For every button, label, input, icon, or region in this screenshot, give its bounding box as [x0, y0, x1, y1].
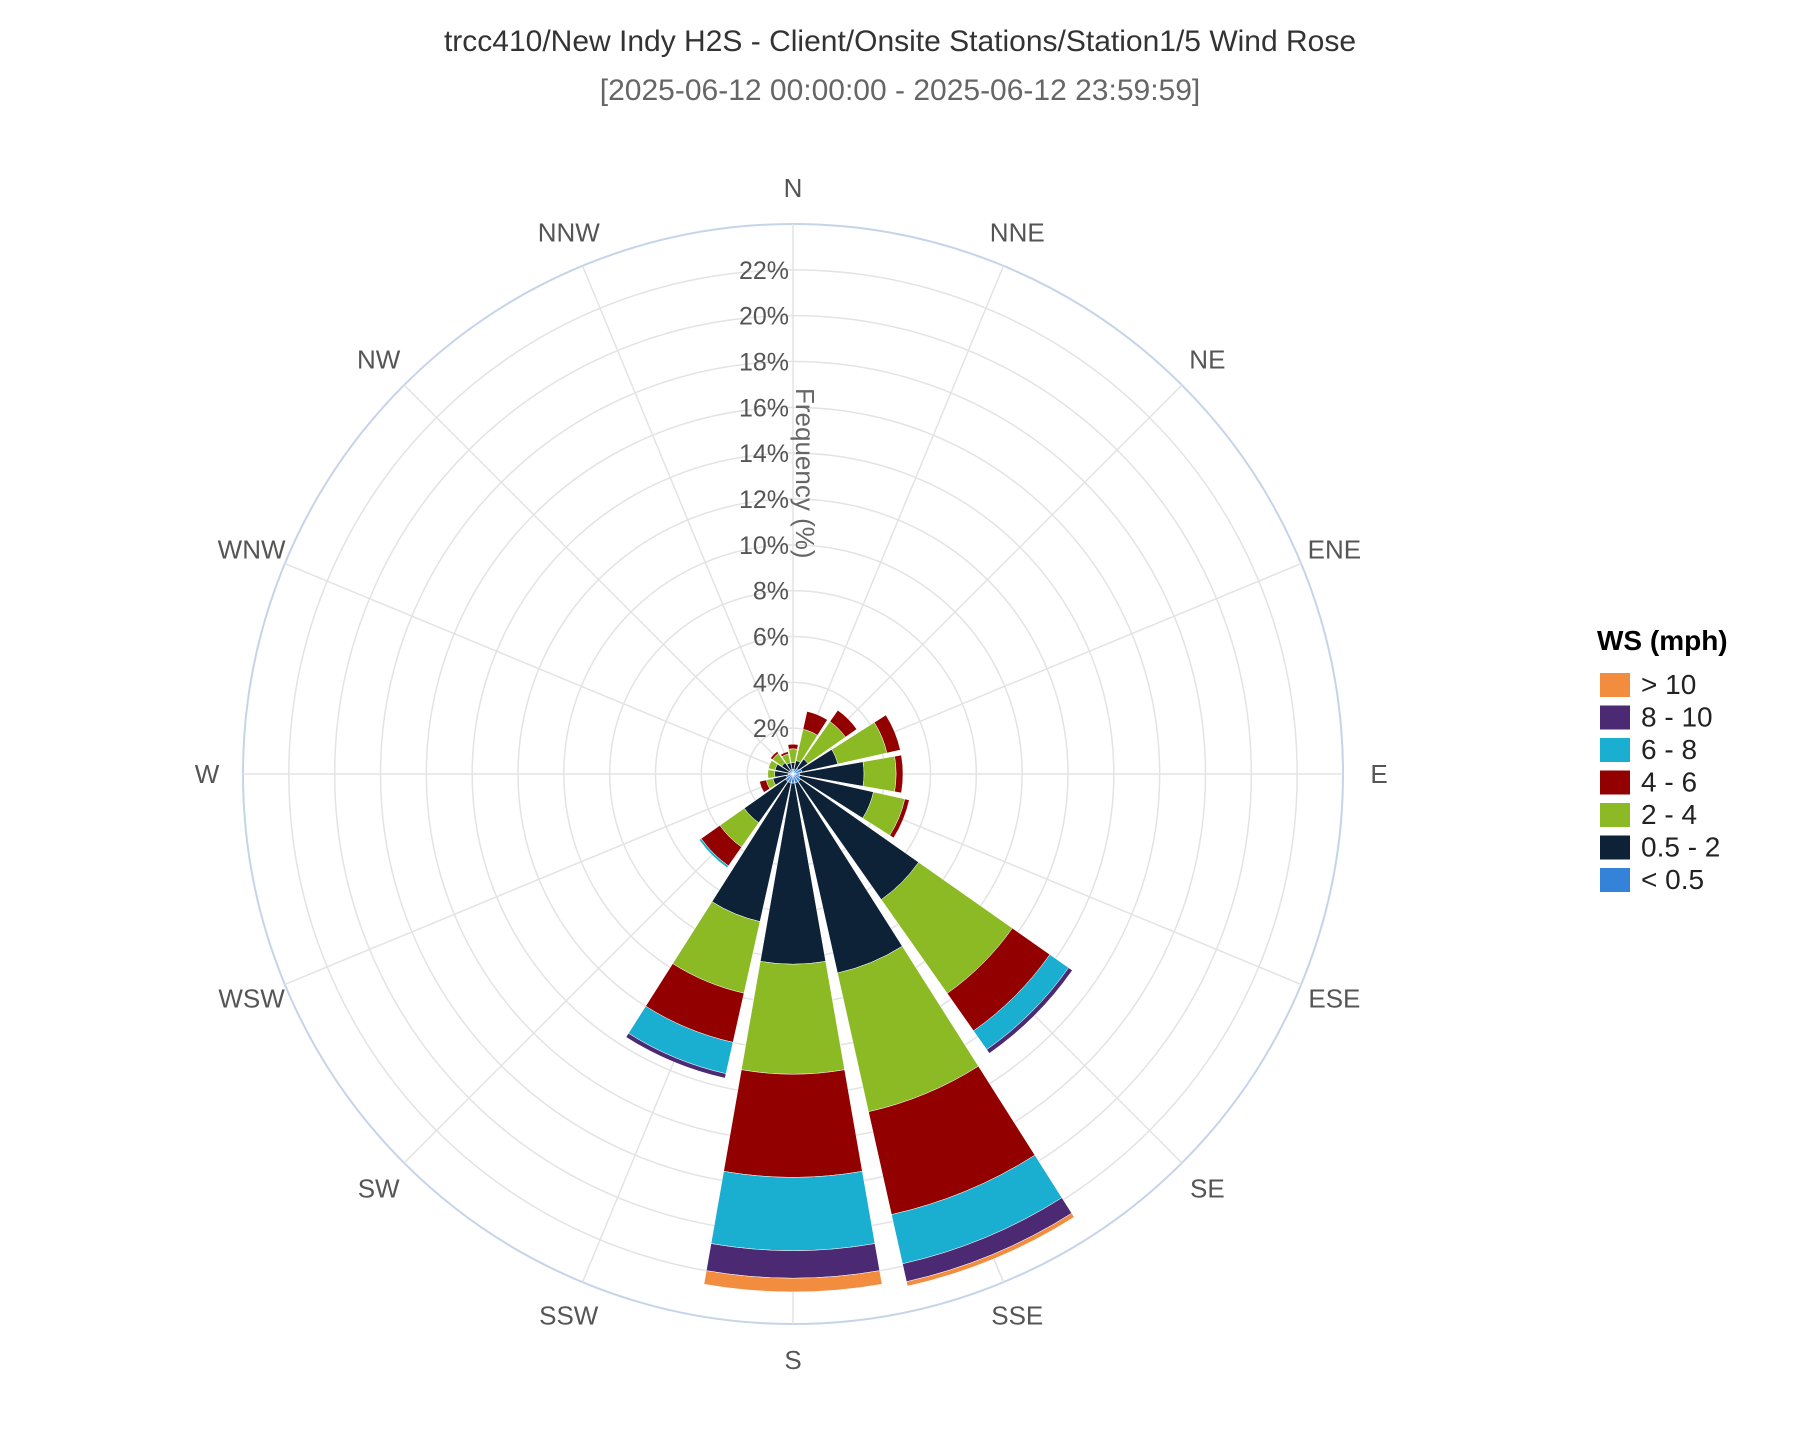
radial-tick-label: 12% [739, 486, 789, 514]
direction-label-ese: ESE [1308, 983, 1360, 1013]
direction-label-ne: NE [1189, 345, 1225, 375]
legend-item-label: 0.5 - 2 [1641, 832, 1720, 863]
grid-spoke [403, 384, 794, 775]
bar-segment-sw-4 [698, 838, 729, 869]
direction-label-w: W [195, 759, 220, 789]
radial-tick-label: 8% [753, 578, 789, 606]
grid-spoke [284, 773, 794, 986]
bar-segment-s-2 [741, 961, 845, 1075]
bar-segment-wnw-2 [768, 760, 778, 771]
bar-segment-nne-3 [802, 711, 828, 736]
bar-segment-nw-3 [770, 751, 779, 760]
chart-title: trcc410/New Indy H2S - Client/Onsite Sta… [444, 25, 1356, 58]
bar-segment-s-4 [710, 1171, 876, 1251]
direction-label-e: E [1370, 759, 1387, 789]
bar-segment-wsw-3 [759, 779, 771, 793]
bar-segment-ene-3 [873, 714, 901, 754]
direction-label-nnw: NNW [538, 218, 601, 248]
radial-tick-label: 10% [739, 532, 789, 560]
direction-label-sse: SSE [991, 1300, 1043, 1330]
radial-tick-label: 14% [739, 440, 789, 468]
direction-label-n: N [784, 173, 803, 203]
radial-tick-label: 2% [753, 715, 789, 743]
legend-swatch [1600, 705, 1630, 730]
radial-tick-label: 20% [739, 303, 789, 331]
radial-tick-label: 4% [753, 669, 789, 697]
bar-segment-se-5 [986, 967, 1073, 1054]
bar-segment-nnw-3 [780, 751, 789, 757]
direction-label-sw: SW [358, 1173, 400, 1203]
bar-segment-w-2 [767, 769, 776, 779]
bar-segment-ese-3 [889, 798, 910, 839]
legend-item-label: > 10 [1641, 669, 1696, 700]
grid-spoke [792, 265, 1005, 775]
legend-swatch [1600, 868, 1630, 892]
direction-label-s: S [784, 1345, 801, 1375]
legend-title: WS (mph) [1597, 625, 1728, 656]
grid-spoke [284, 562, 794, 775]
direction-label-se: SE [1190, 1173, 1225, 1203]
bar-segment-s-3 [723, 1069, 863, 1178]
legend-swatch [1600, 835, 1630, 860]
bar-segment-n-3 [787, 743, 799, 750]
chart-subtitle: [2025-06-12 00:00:00 - 2025-06-12 23:59:… [600, 74, 1200, 107]
bar-segment-ssw-5 [625, 1032, 727, 1079]
direction-label-nne: NNE [990, 218, 1045, 248]
bar-segment-e-3 [894, 754, 904, 794]
legend-item-label: < 0.5 [1641, 864, 1704, 895]
legend-item-label: 8 - 10 [1641, 702, 1713, 733]
bar-segment-e-2 [862, 755, 897, 793]
legend-swatch [1600, 673, 1630, 697]
legend-item-label: 4 - 6 [1641, 767, 1697, 798]
bar-segment-sse-6 [906, 1212, 1075, 1287]
bar-segment-ne-3 [829, 709, 858, 738]
legend-item-label: 6 - 8 [1641, 734, 1697, 765]
direction-label-ene: ENE [1308, 535, 1361, 565]
direction-labels: N NNE NE ENE E ESE SE SSE S SSW SW WSW W WNW NW NNW [195, 173, 1388, 1375]
grid-spoke [581, 265, 794, 775]
legend-swatch [1600, 738, 1630, 762]
wind-rose-bars [625, 709, 1075, 1293]
legend-item-label: 2 - 4 [1641, 799, 1697, 830]
radial-tick-label: 18% [739, 349, 789, 377]
grid-spoke [792, 384, 1183, 775]
legend-swatch [1600, 770, 1630, 795]
direction-label-ssw: SSW [539, 1300, 599, 1330]
radial-tick-label: 6% [753, 624, 789, 652]
radial-tick-label: 16% [739, 394, 789, 422]
radial-axis-label: Frequency (%) [790, 388, 820, 559]
direction-label-nw: NW [357, 345, 401, 375]
direction-label-wsw: WSW [218, 983, 285, 1013]
direction-label-wnw: WNW [218, 535, 286, 565]
bar-segment-s-6 [703, 1270, 883, 1293]
radial-tick-label: 22% [739, 257, 789, 285]
legend: WS (mph) > 108 - 106 - 84 - 62 - 40.5 - … [1597, 625, 1728, 895]
legend-swatch [1600, 803, 1630, 827]
radial-tick-labels: 2% 4% 6% 8% 10% 12% 14% 16% 18% 20% 22% [739, 257, 789, 743]
